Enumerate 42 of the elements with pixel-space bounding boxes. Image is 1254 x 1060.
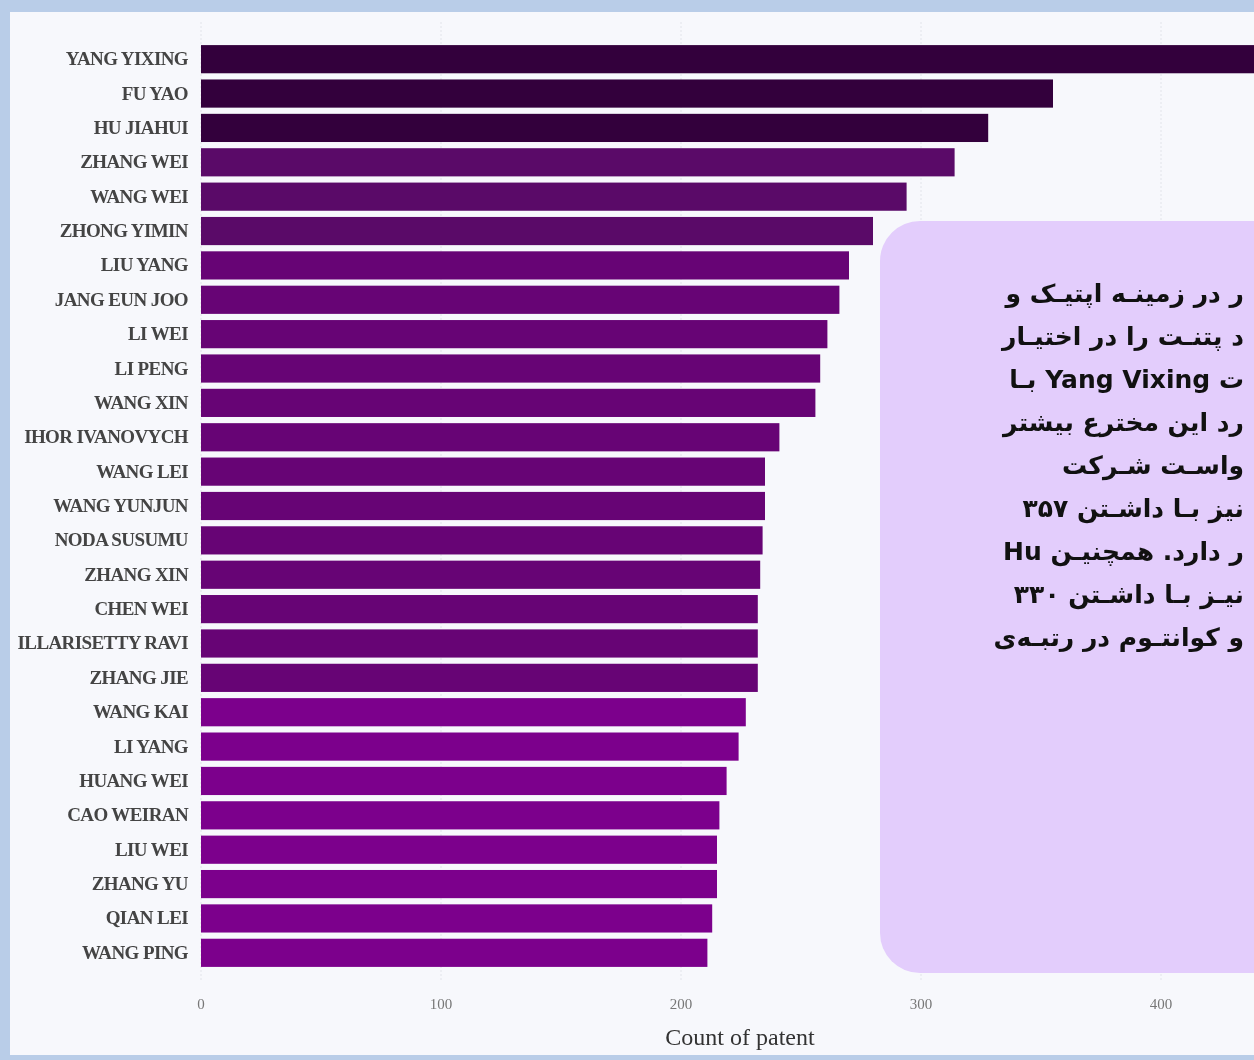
y-tick-label: WANG WEI (90, 185, 189, 207)
x-tick-label: 200 (669, 996, 693, 1012)
y-tick-label: CHEN WEI (94, 598, 189, 620)
y-tick-label: LI PENG (114, 357, 189, 379)
y-tick-label: ZHONG YIMIN (59, 220, 189, 242)
y-tick-label: LIU WEI (114, 838, 189, 860)
y-tick-label: JANG EUN JOO (54, 288, 188, 310)
y-tick-label: CAO WEIRAN (67, 804, 189, 826)
y-tick-label: LIU YANG (100, 254, 189, 276)
annotation: رد این مخترع بیشتر (1003, 408, 1244, 437)
y-tick-label: ZHANG JIE (89, 666, 188, 688)
y-tick-label: IHOR IVANOVYCH (24, 426, 189, 448)
annotation: واسـت شـرکت (1061, 451, 1244, 480)
x-tick-label: 300 (909, 996, 933, 1012)
annotation: ت Yang Vixing بـا (1009, 365, 1244, 394)
annotation: و کوانتـوم در رتبـه‌ی (993, 623, 1244, 652)
y-tick-label: LI WEI (128, 323, 189, 345)
x-axis-title: Count of patent (665, 1024, 815, 1050)
y-tick-label: ILLARISETTY RAVI (17, 632, 189, 654)
y-tick-label: WANG PING (82, 941, 189, 963)
annotation: نیـز بـا داشـتن ۳۳۰ (1013, 580, 1244, 609)
y-tick-label: ZHANG XIN (84, 563, 189, 585)
y-tick-label: QIAN LEI (105, 907, 189, 929)
annotation: د پتنـت را در اختیـار (1002, 322, 1244, 351)
y-tick-label: ZHANG YU (91, 873, 189, 895)
y-tick-label: NODA SUSUMU (54, 529, 189, 551)
x-tick-label: 400 (1149, 996, 1173, 1012)
y-tick-label: WANG KAI (93, 701, 189, 723)
y-tick-label: YANG YIXING (65, 48, 189, 70)
y-tick-label: HUANG WEI (79, 769, 189, 791)
x-tick-label: 0 (197, 996, 205, 1012)
y-tick-label: WANG YUNJUN (53, 495, 189, 516)
annotation: نیز بـا داشـتن ۳۵۷ (1022, 494, 1244, 523)
y-tick-label: WANG LEI (96, 460, 189, 482)
x-tick-label: 100 (429, 996, 453, 1012)
y-tick-label: ZHANG WEI (80, 151, 189, 173)
annotation: ر دارد. همچنیـن Hu (1003, 537, 1244, 566)
y-tick-label: LI YANG (113, 735, 189, 757)
y-tick-label: FU YAO (121, 82, 188, 104)
y-tick-label: HU JIAHUI (93, 116, 189, 138)
annotation: ر در زمینـه اپتیـک و (1005, 279, 1244, 308)
y-tick-label: WANG XIN (94, 391, 189, 413)
